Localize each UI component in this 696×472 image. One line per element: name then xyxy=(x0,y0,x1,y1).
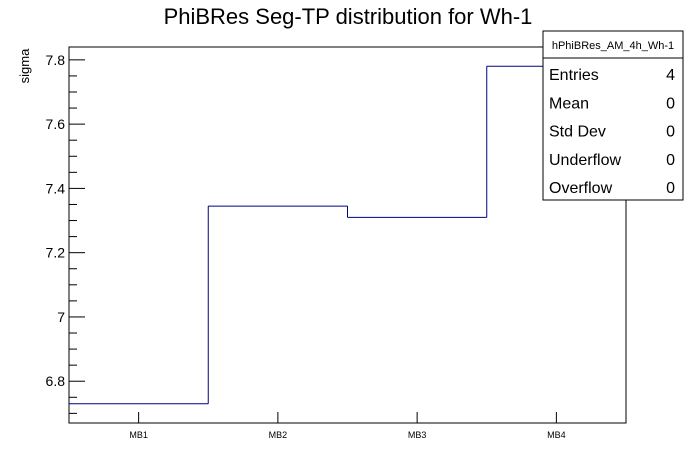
stats-std-dev-value: 0 xyxy=(666,124,675,141)
x-tick-label: MB4 xyxy=(547,430,566,440)
y-tick-label: 7 xyxy=(57,309,65,325)
x-tick-label: MB2 xyxy=(269,430,288,440)
y-axis-label: sigma xyxy=(17,48,32,83)
stats-entries-value: 4 xyxy=(666,67,675,84)
y-tick-label: 7.2 xyxy=(46,245,66,261)
stats-mean-value: 0 xyxy=(666,95,675,112)
y-tick-label: 6.8 xyxy=(46,373,66,389)
y-axis-minor-ticks xyxy=(69,75,77,414)
x-tick-label: MB3 xyxy=(408,430,427,440)
stats-mean-label: Mean xyxy=(549,95,589,112)
y-tick-label: 7.4 xyxy=(46,180,66,196)
stats-underflow-value: 0 xyxy=(666,152,675,169)
y-tick-label: 7.6 xyxy=(46,116,66,132)
chart-title: PhiBRes Seg-TP distribution for Wh-1 xyxy=(164,4,533,29)
y-axis-major-ticks xyxy=(69,59,85,382)
y-axis-tick-labels: 6.8 7 7.2 7.4 7.6 7.8 xyxy=(46,52,66,389)
x-axis-ticks xyxy=(138,412,557,423)
x-axis-tick-labels: MB1 MB2 MB3 MB4 xyxy=(129,430,565,440)
plot-frame xyxy=(68,46,627,424)
stats-box-frame xyxy=(542,30,684,201)
stats-box-rows: Entries 4 Mean 0 Std Dev 0 Underflow 0 Overflow 0 xyxy=(549,67,675,197)
stats-box: hPhiBRes_AM_4h_Wh-1 Entries 4 Mean 0 Std Dev… xyxy=(542,30,684,201)
stats-box-title: hPhiBRes_AM_4h_Wh-1 xyxy=(552,40,674,52)
stats-overflow-value: 0 xyxy=(666,180,675,197)
stats-entries-label: Entries xyxy=(549,67,599,84)
y-tick-label: 7.8 xyxy=(46,52,66,68)
stats-std-dev-label: Std Dev xyxy=(549,124,606,141)
stats-underflow-label: Underflow xyxy=(549,152,621,169)
stats-overflow-label: Overflow xyxy=(549,180,613,197)
x-tick-label: MB1 xyxy=(129,430,148,440)
histogram-series xyxy=(69,65,626,405)
